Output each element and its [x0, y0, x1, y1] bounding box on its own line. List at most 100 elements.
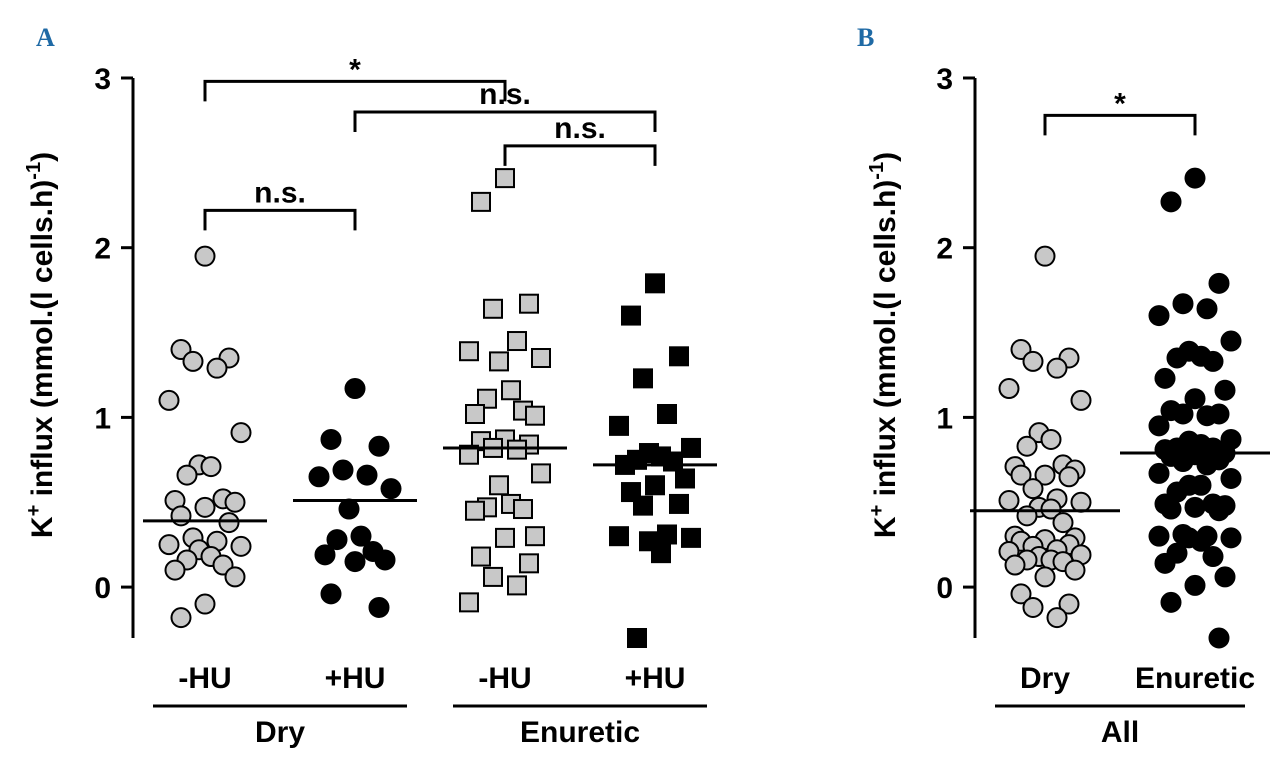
y-axis-title-k: K — [26, 516, 59, 538]
data-point — [1172, 403, 1194, 425]
data-point — [1214, 566, 1236, 588]
data-point — [1172, 293, 1194, 315]
data-point — [645, 273, 665, 294]
data-point — [344, 551, 366, 573]
data-point — [489, 351, 509, 372]
y-axis-title-close: ) — [26, 152, 59, 162]
data-point — [669, 346, 689, 367]
data-point — [224, 566, 246, 588]
group-label: All — [1101, 716, 1139, 749]
significance-label: * — [349, 53, 361, 86]
data-point — [1022, 596, 1044, 618]
data-point — [489, 475, 509, 496]
data-point — [1058, 593, 1080, 615]
data-point — [633, 368, 653, 389]
series-enuretic-hu — [593, 273, 717, 648]
data-point — [471, 191, 491, 212]
data-point — [495, 168, 515, 189]
data-point — [459, 341, 479, 362]
data-point — [525, 526, 545, 547]
data-point — [308, 466, 330, 488]
significance-bracket — [203, 208, 357, 231]
data-point — [1010, 464, 1032, 486]
data-point — [1040, 428, 1062, 450]
x-category-label: +HU — [625, 662, 686, 695]
data-point — [356, 464, 378, 486]
data-point — [320, 428, 342, 450]
data-point — [158, 389, 180, 411]
y-axis-title-k: K — [869, 516, 902, 538]
x-category-label: -HU — [478, 662, 531, 695]
data-point — [1208, 500, 1230, 522]
data-point — [350, 525, 372, 547]
significance-bracket — [503, 144, 657, 166]
y-tick-label: 2 — [94, 233, 111, 266]
data-point — [1010, 583, 1032, 605]
data-point — [519, 553, 539, 574]
data-point — [651, 543, 671, 564]
data-point — [1202, 546, 1224, 568]
y-axis-title-text: influx (mmol.(l cells.h) — [869, 180, 902, 505]
data-point — [1184, 496, 1206, 518]
data-point — [194, 496, 216, 518]
data-point — [158, 534, 180, 556]
data-point — [332, 459, 354, 481]
data-point — [1058, 466, 1080, 488]
y-tick-label: 2 — [936, 233, 953, 266]
data-point — [483, 298, 503, 319]
data-point — [1160, 498, 1182, 520]
data-point — [1034, 245, 1056, 267]
data-point — [495, 527, 515, 548]
data-point — [513, 499, 533, 520]
data-point — [507, 439, 527, 460]
data-point — [998, 490, 1020, 512]
data-point — [1052, 512, 1074, 534]
y-axis-title-sup: + — [23, 505, 45, 517]
y-tick-label: 1 — [94, 402, 111, 435]
data-point — [663, 451, 683, 472]
data-point — [1202, 350, 1224, 372]
y-tick-label: 0 — [936, 572, 953, 605]
data-point — [1166, 347, 1188, 369]
data-point — [669, 493, 689, 514]
data-point — [170, 505, 192, 527]
data-point — [483, 566, 503, 587]
data-point — [230, 535, 252, 557]
data-point — [1160, 191, 1182, 213]
data-point — [1208, 272, 1230, 294]
series-enuretic-hu — [443, 168, 567, 613]
data-point — [1016, 505, 1038, 527]
data-point — [1046, 357, 1068, 379]
data-point — [1184, 574, 1206, 596]
data-point — [1040, 498, 1062, 520]
y-tick-label: 3 — [936, 63, 953, 96]
data-point — [1172, 451, 1194, 473]
significance-bracket — [1043, 113, 1197, 136]
panel-label: A — [36, 23, 55, 52]
data-point — [609, 415, 629, 436]
panel-label: B — [857, 23, 874, 52]
data-point — [681, 527, 701, 548]
significance-label: n.s. — [554, 112, 606, 145]
data-point — [1148, 525, 1170, 547]
data-point — [182, 350, 204, 372]
data-point — [519, 293, 539, 314]
y-axis-title: K+ influx (mmol.(l cells.h)-1) — [866, 152, 902, 538]
data-point — [1022, 478, 1044, 500]
data-point — [1148, 305, 1170, 327]
data-point — [344, 378, 366, 400]
data-point — [194, 593, 216, 615]
series-dry-hu — [143, 245, 267, 629]
data-point — [1196, 405, 1218, 427]
data-point — [633, 495, 653, 516]
data-point — [1064, 559, 1086, 581]
data-point — [1070, 389, 1092, 411]
data-point — [1004, 554, 1026, 576]
data-point — [326, 529, 348, 551]
data-point — [525, 405, 545, 426]
significance-label: n.s. — [479, 78, 531, 111]
data-point — [1190, 530, 1212, 552]
data-point — [1190, 474, 1212, 496]
data-point — [1220, 330, 1242, 352]
